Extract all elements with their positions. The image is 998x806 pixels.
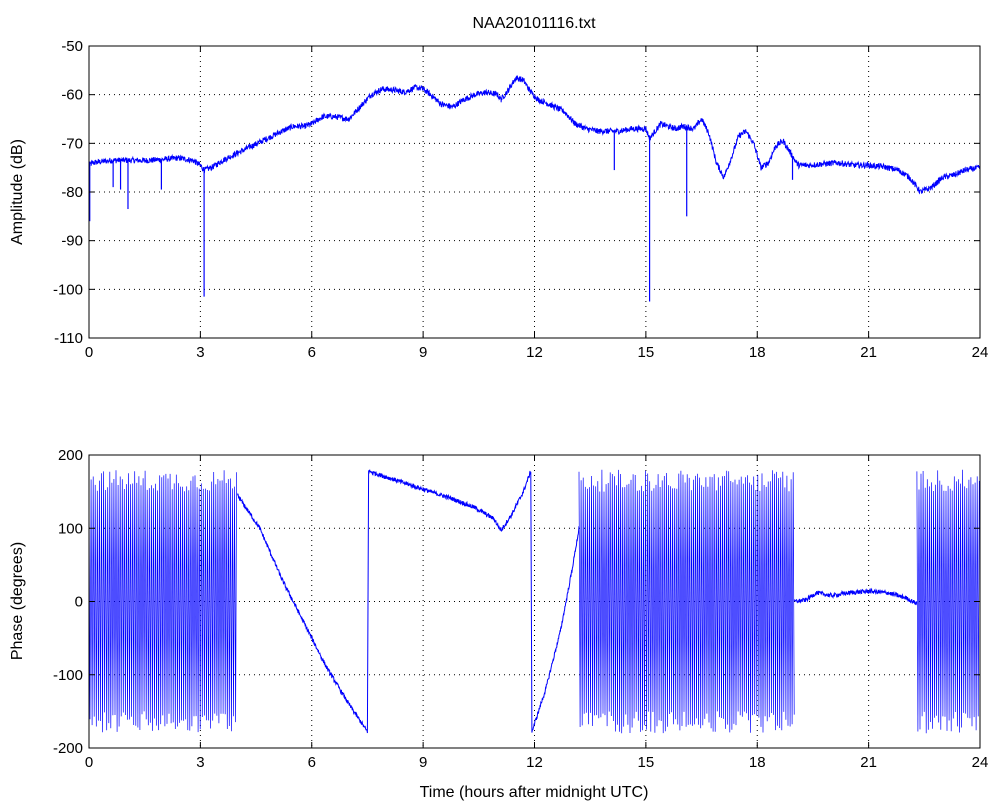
y-axis-label: Amplitude (dB)	[9, 139, 26, 245]
x-tick-label: 18	[749, 344, 766, 361]
y-axis-label: Phase (degrees)	[9, 542, 26, 660]
x-tick-label: 0	[85, 754, 93, 771]
x-tick-label: 9	[419, 344, 427, 361]
y-tick-label: -50	[61, 38, 83, 55]
phase-wrap-segment	[578, 469, 795, 734]
data-lines	[89, 469, 980, 734]
y-tick-label: 100	[58, 520, 83, 537]
phase-wrap-segment	[916, 469, 980, 734]
phase-panel: 0 3 6 9 12 15 18 21 24 -200 -100 0 100 200 Time (hour…	[9, 447, 988, 801]
y-tick-label: -80	[61, 184, 83, 201]
x-tick-label: 21	[860, 344, 877, 361]
chart-title: NAA20101116.txt	[472, 15, 596, 32]
y-tick-label: -70	[61, 135, 83, 152]
y-tick-label: 0	[75, 594, 83, 611]
x-tick-label: 12	[526, 344, 543, 361]
y-tick-label: -200	[53, 740, 83, 757]
x-tick-label: 21	[860, 754, 877, 771]
series-line-0	[237, 469, 580, 734]
y-tick-label: -90	[61, 233, 83, 250]
x-axis-label: Time (hours after midnight UTC)	[420, 784, 649, 801]
x-tick-label: 3	[196, 344, 204, 361]
x-tick-label: 24	[972, 344, 989, 361]
amplitude-panel: 0 3 6 9 12 15 18 21 24 -110 -100 -90 -80 -70 -60 -50 NA…	[9, 15, 988, 361]
series-line-1	[793, 587, 918, 606]
series-line-0	[89, 75, 980, 195]
x-tick-label: 12	[526, 754, 543, 771]
x-tick-label: 0	[85, 344, 93, 361]
y-tick-label: -60	[61, 87, 83, 104]
x-tick-label: 15	[638, 754, 655, 771]
axes-box	[88, 45, 981, 339]
y-tick-label: -100	[53, 281, 83, 298]
x-tick-label: 3	[196, 754, 204, 771]
x-tick-label: 15	[638, 344, 655, 361]
data-lines	[89, 75, 980, 302]
y-tick-label: -110	[54, 330, 83, 347]
tick-marks: 0 3 6 9 12 15 18 21 24 -110 -100 -90 -80 -70 -60 -50	[53, 38, 988, 361]
x-tick-label: 18	[749, 754, 766, 771]
x-tick-label: 24	[972, 754, 989, 771]
x-tick-label: 6	[308, 344, 316, 361]
x-tick-label: 6	[308, 754, 316, 771]
axes-box	[88, 454, 981, 749]
grid-lines	[89, 455, 980, 748]
phase-wrap-segment	[89, 470, 237, 733]
y-tick-label: 200	[58, 447, 83, 464]
y-tick-label: -100	[53, 667, 83, 684]
x-tick-label: 9	[419, 754, 427, 771]
